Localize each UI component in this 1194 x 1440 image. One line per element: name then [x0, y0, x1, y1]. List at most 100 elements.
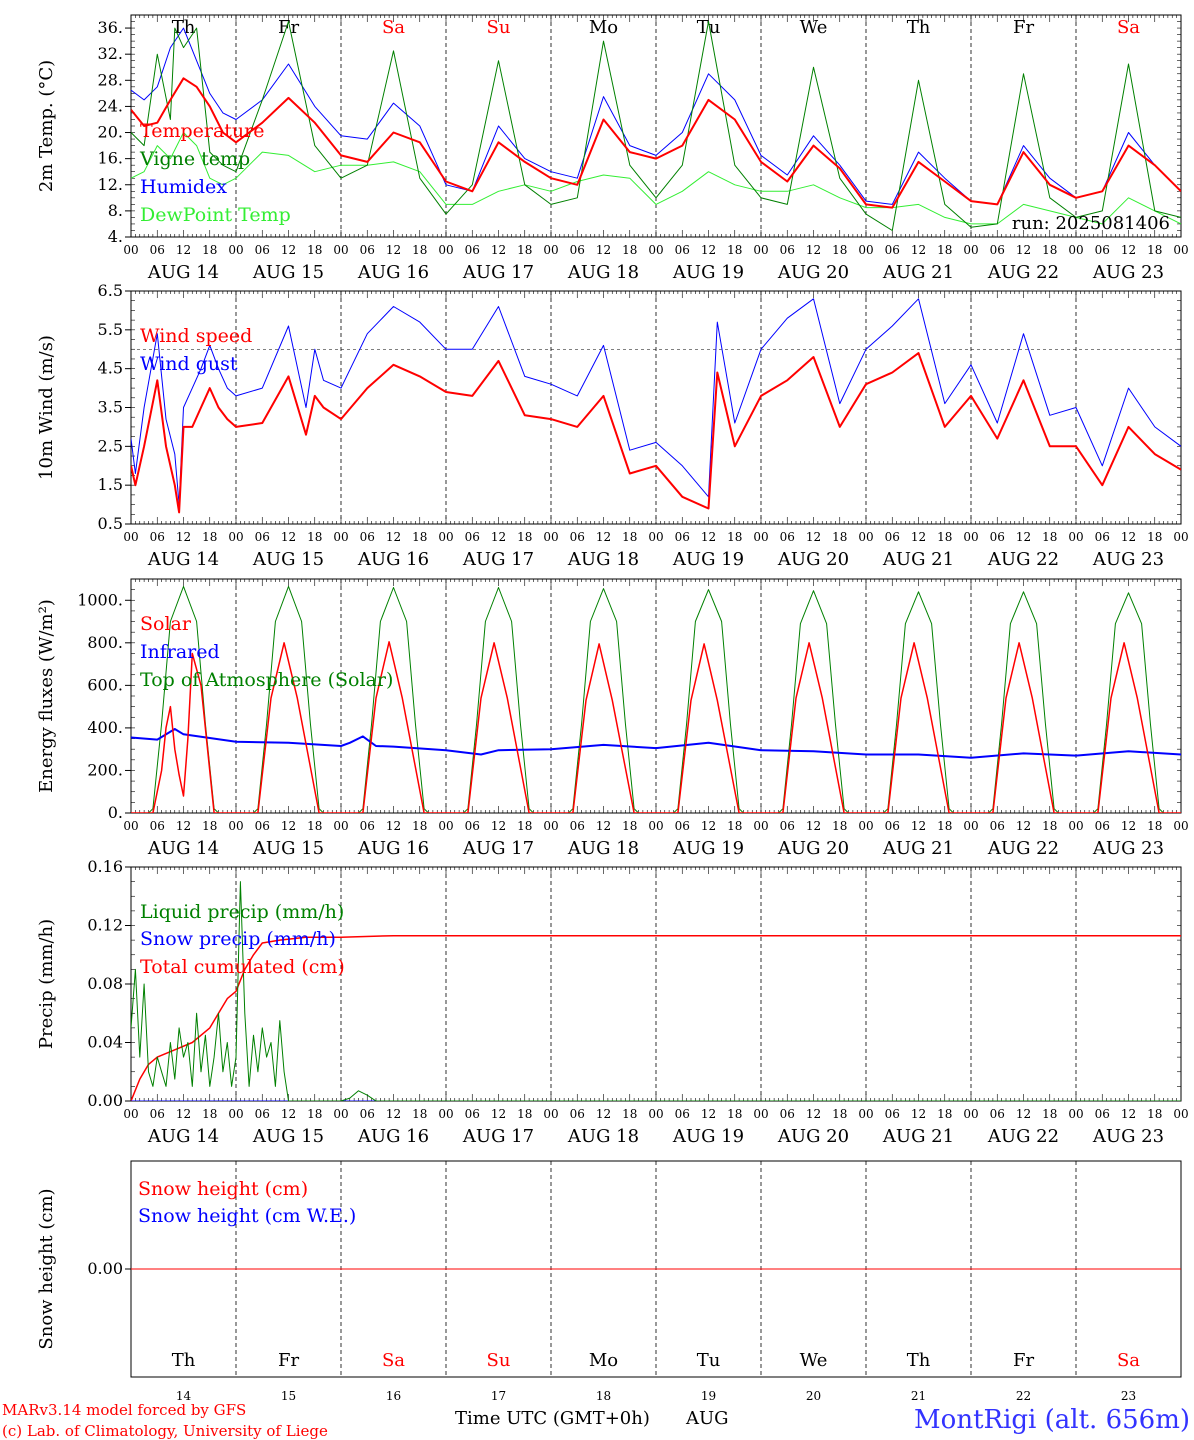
x-tick-label: 00 — [963, 243, 978, 257]
run-annotation: run: 2025081406 — [1012, 213, 1170, 234]
date-label: AUG 23 — [1092, 262, 1164, 283]
legend-snow-height-cm-: Snow height (cm) — [138, 1178, 308, 1200]
x-tick-label: 06 — [990, 819, 1005, 833]
x-tick-label: 06 — [675, 819, 690, 833]
date-label: AUG 14 — [147, 549, 219, 570]
y-axis-label: 2m Temp. (°C) — [36, 60, 57, 192]
x-tick-label: 00 — [333, 530, 348, 544]
day-number-label: 20 — [806, 1389, 821, 1403]
y-tick-label: 1.5 — [98, 475, 123, 494]
x-axis-month: AUG — [685, 1408, 729, 1429]
y-axis-label: 10m Wind (m/s) — [36, 335, 57, 480]
x-tick-label: 00 — [648, 530, 663, 544]
x-tick-label: 00 — [1068, 819, 1083, 833]
x-tick-label: 18 — [517, 530, 532, 544]
day-number-label: 16 — [386, 1389, 401, 1403]
legend-humidex: Humidex — [140, 176, 227, 198]
x-tick-label: 18 — [832, 530, 847, 544]
date-label: AUG 18 — [567, 1126, 639, 1147]
panel-2: 00 06 12 18 AUG 14 00 06 12 18 AUG 15 00 06 12 18 AUG … — [36, 281, 1189, 570]
date-label: AUG 21 — [882, 838, 954, 859]
x-tick-label: 00 — [543, 819, 558, 833]
x-tick-label: 18 — [622, 819, 637, 833]
x-tick-label: 06 — [570, 819, 585, 833]
x-tick-label: 00 — [648, 1107, 663, 1121]
date-label: AUG 23 — [1092, 1126, 1164, 1147]
series-line-vigne-temp — [131, 21, 1181, 231]
x-tick-label: 12 — [911, 243, 926, 257]
x-tick-label: 06 — [570, 530, 585, 544]
x-tick-label: 06 — [780, 243, 795, 257]
x-tick-label: 12 — [386, 530, 401, 544]
x-tick-label: 06 — [465, 819, 480, 833]
day-number-label: 21 — [911, 1389, 926, 1403]
x-tick-label: 12 — [386, 243, 401, 257]
y-axis-label: Energy fluxes (W/m²) — [36, 599, 57, 793]
x-tick-label: 12 — [911, 1107, 926, 1121]
x-tick-label: 18 — [1147, 1107, 1162, 1121]
date-label: AUG 15 — [252, 1126, 324, 1147]
date-label: AUG 22 — [987, 1126, 1059, 1147]
y-tick-label: 24. — [98, 96, 123, 115]
x-tick-label: 12 — [1016, 819, 1031, 833]
x-tick-label: 00 — [858, 1107, 873, 1121]
x-tick-label: 06 — [465, 530, 480, 544]
x-tick-label: 18 — [937, 819, 952, 833]
x-tick-label: 00 — [1173, 1107, 1188, 1121]
x-tick-label: 18 — [937, 1107, 952, 1121]
date-label: AUG 21 — [882, 1126, 954, 1147]
x-tick-label: 12 — [806, 243, 821, 257]
x-tick-label: 12 — [281, 819, 296, 833]
x-tick-label: 12 — [1121, 819, 1136, 833]
day-number-label: 15 — [281, 1389, 296, 1403]
weekday-label: Fr — [278, 1350, 299, 1371]
x-tick-label: 06 — [255, 1107, 270, 1121]
x-tick-label: 18 — [622, 1107, 637, 1121]
date-label: AUG 22 — [987, 262, 1059, 283]
x-tick-label: 06 — [150, 819, 165, 833]
x-tick-label: 12 — [596, 1107, 611, 1121]
series-line-solar — [131, 641, 1181, 813]
series-line-temperature — [131, 77, 1181, 209]
x-tick-label: 12 — [281, 1107, 296, 1121]
x-tick-label: 00 — [438, 530, 453, 544]
x-tick-label: 18 — [1042, 243, 1057, 257]
y-tick-label: 28. — [98, 70, 123, 89]
y-tick-label: 0. — [108, 803, 123, 822]
weekday-label: Fr — [278, 17, 299, 38]
x-tick-label: 06 — [360, 1107, 375, 1121]
x-tick-label: 00 — [648, 819, 663, 833]
x-tick-label: 12 — [596, 530, 611, 544]
series-line-wind-speed — [131, 352, 1181, 514]
legend-temperature: Temperature — [140, 120, 264, 142]
series-line-top-of-atmosphere-solar- — [131, 585, 1181, 813]
x-tick-label: 18 — [307, 243, 322, 257]
x-tick-label: 00 — [123, 819, 138, 833]
date-label: AUG 21 — [882, 549, 954, 570]
x-tick-label: 12 — [176, 530, 191, 544]
date-label: AUG 20 — [777, 838, 849, 859]
x-tick-label: 06 — [780, 530, 795, 544]
x-tick-label: 18 — [727, 243, 742, 257]
series-group — [131, 881, 1181, 1101]
weekday-label: We — [800, 1350, 828, 1371]
date-label: AUG 16 — [357, 1126, 429, 1147]
date-label: AUG 16 — [357, 838, 429, 859]
day-number-label: 14 — [176, 1389, 192, 1403]
y-tick-label: 5.5 — [98, 320, 123, 339]
series-group — [131, 21, 1181, 231]
legend-dewpoint-temp: DewPoint Temp — [140, 204, 291, 226]
x-tick-label: 18 — [202, 530, 217, 544]
legend-top-of-atmosphere-solar-: Top of Atmosphere (Solar) — [140, 669, 393, 691]
date-label: AUG 14 — [147, 838, 219, 859]
x-tick-label: 06 — [360, 819, 375, 833]
x-tick-label: 12 — [806, 530, 821, 544]
x-tick-label: 18 — [1042, 530, 1057, 544]
date-label: AUG 15 — [252, 838, 324, 859]
x-tick-label: 06 — [990, 1107, 1005, 1121]
x-tick-label: 12 — [176, 1107, 191, 1121]
x-tick-label: 06 — [570, 1107, 585, 1121]
date-label: AUG 19 — [672, 838, 744, 859]
x-tick-label: 00 — [228, 243, 243, 257]
x-tick-label: 12 — [701, 243, 716, 257]
